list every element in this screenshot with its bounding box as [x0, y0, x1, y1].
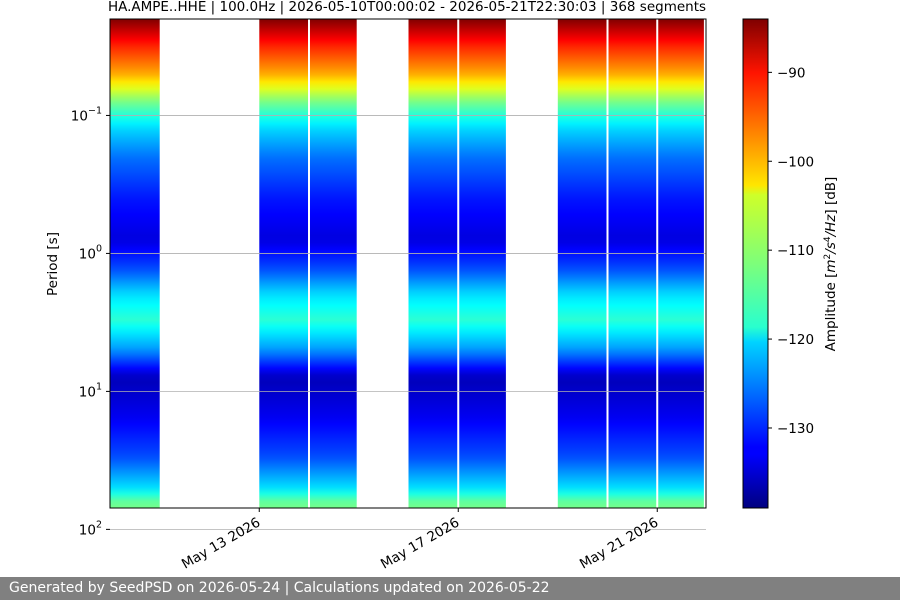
chart-canvas: HA.AMPE..HHE | 100.0Hz | 2026-05-10T00:0… [45, 0, 839, 572]
plot-frame [109, 18, 707, 509]
colorbar-tick-label: −120 [777, 332, 814, 348]
x-axis: May 13 2026 May 17 2026 May 21 2026 [179, 508, 661, 572]
y-tick-label: 102 [79, 519, 102, 538]
heatmap-cells [408, 19, 506, 508]
heatmap-cells [110, 19, 160, 508]
y-axis-label: Period [s] [45, 232, 61, 296]
heatmap-area [110, 19, 704, 508]
heatmap-block [557, 19, 704, 508]
colorbar-tick-label: −100 [777, 154, 814, 170]
chart-title: HA.AMPE..HHE | 100.0Hz | 2026-05-10T00:0… [108, 0, 706, 15]
x-tick-label: May 17 2026 [378, 515, 462, 573]
colorbar-tick-label: −110 [777, 243, 814, 259]
colorbar-ticks: −90 −100 −110 −120 −130 [768, 65, 814, 437]
gridlines [110, 115, 706, 530]
y-tick-label: 100 [79, 243, 102, 262]
y-tick-label: 10−1 [71, 105, 102, 124]
heatmap-block [408, 19, 506, 508]
colorbar-tick-label: −90 [777, 65, 806, 81]
x-tick-label: May 21 2026 [577, 515, 661, 573]
y-axis: 10−1 100 101 102 [71, 105, 110, 538]
colorbar-label: Amplitude [m2/s4/Hz] [dB] [823, 177, 839, 352]
footer-text: Generated by SeedPSD on 2026-05-24 | Cal… [9, 580, 550, 596]
y-tick-label: 101 [79, 381, 102, 400]
heatmap-cells [557, 19, 704, 508]
heatmap-block [110, 19, 160, 508]
x-tick-label: May 13 2026 [179, 515, 263, 573]
colorbar [742, 18, 769, 509]
footer-bar: Generated by SeedPSD on 2026-05-24 | Cal… [0, 577, 900, 600]
colorbar-tick-label: −130 [777, 421, 814, 437]
